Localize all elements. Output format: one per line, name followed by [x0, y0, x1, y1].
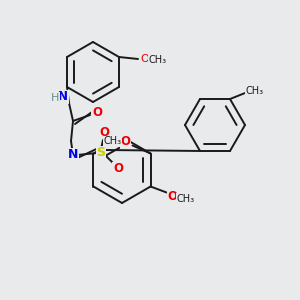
Text: H: H [51, 93, 59, 103]
Text: CH₃: CH₃ [246, 86, 264, 96]
Text: CH₃: CH₃ [149, 55, 167, 65]
Text: O: O [121, 135, 130, 148]
Text: CH₃: CH₃ [176, 194, 195, 203]
Text: N: N [68, 148, 78, 161]
Text: O: O [113, 163, 123, 176]
Text: N: N [58, 91, 68, 103]
Text: O: O [99, 125, 109, 139]
Text: S: S [97, 146, 106, 160]
Text: O: O [168, 190, 178, 203]
Text: CH₃: CH₃ [103, 136, 122, 146]
Text: O: O [92, 106, 102, 119]
Text: O: O [141, 54, 149, 64]
